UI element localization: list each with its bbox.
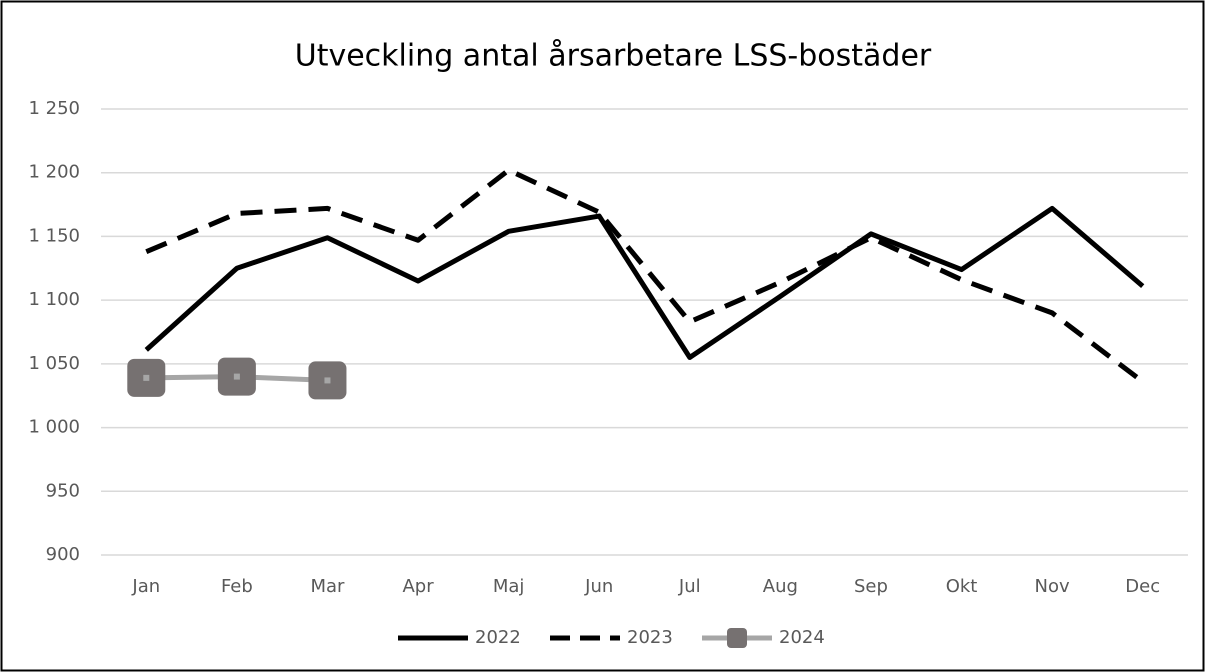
legend-marker	[727, 628, 747, 648]
legend-label: 2024	[779, 627, 825, 648]
series-line	[144, 205, 1145, 360]
legend-label: 2022	[475, 627, 521, 648]
marker-dot	[324, 377, 331, 384]
marker-dot	[143, 374, 150, 381]
x-tick-label: Aug	[763, 576, 798, 597]
legend-label: 2023	[627, 627, 673, 648]
y-tick-label: 1 250	[28, 98, 80, 119]
x-tick-label: Jul	[678, 576, 701, 597]
x-tick-label: Sep	[854, 576, 888, 597]
y-tick-label: 1 150	[28, 225, 80, 246]
chart-title: Utveckling antal årsarbetare LSS-bostäde…	[295, 39, 932, 74]
y-tick-label: 900	[46, 544, 80, 565]
x-tick-label: Okt	[946, 576, 978, 597]
x-tick-label: Nov	[1035, 576, 1070, 597]
y-tick-label: 1 050	[28, 353, 80, 374]
x-tick-label: Apr	[402, 576, 434, 597]
series-line	[145, 167, 1145, 384]
y-tick-label: 1 100	[28, 289, 80, 310]
x-tick-label: Mar	[310, 576, 345, 597]
y-tick-label: 950	[46, 480, 80, 501]
x-tick-label: Maj	[493, 576, 525, 597]
x-tick-label: Jun	[584, 576, 613, 597]
y-tick-label: 1 000	[28, 417, 80, 438]
x-tick-label: Feb	[221, 576, 253, 597]
x-tick-label: Jan	[131, 576, 160, 597]
marker-dot	[233, 373, 240, 380]
x-tick-label: Dec	[1125, 576, 1160, 597]
y-tick-label: 1 200	[28, 162, 80, 183]
